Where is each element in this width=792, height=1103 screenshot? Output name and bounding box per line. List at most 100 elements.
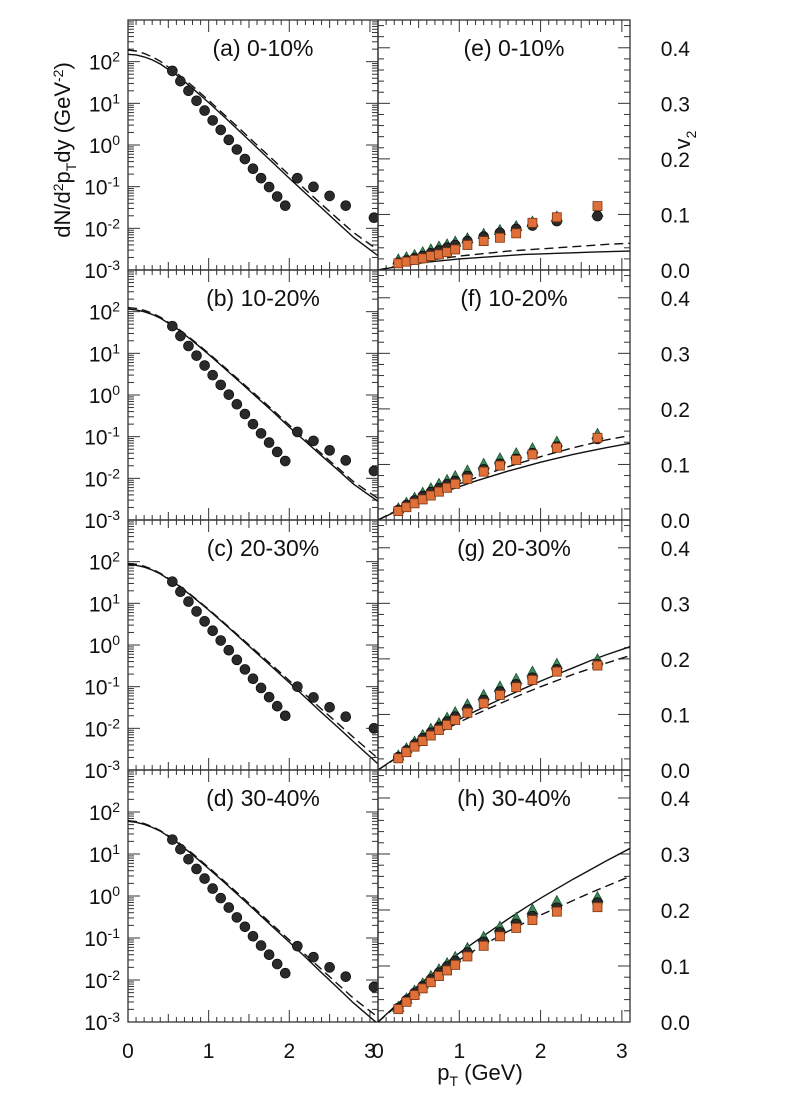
- y-tick-label: 0.4: [661, 288, 691, 311]
- data-point-circle: [207, 625, 218, 637]
- data-point-square: [527, 675, 538, 685]
- data-point-circle: [183, 340, 194, 352]
- y-tick-label: 0.3: [661, 844, 690, 867]
- data-point-circle: [368, 212, 378, 223]
- data-point-circle: [271, 958, 283, 970]
- data-point-circle: [308, 435, 319, 447]
- data-point-square: [511, 682, 522, 693]
- data-point-square: [442, 720, 452, 730]
- data-point-circle: [215, 892, 227, 904]
- data-point-square: [393, 753, 404, 764]
- data-point-square: [462, 240, 473, 250]
- data-point-circle: [368, 465, 378, 477]
- panel-label: (a) 0-10%: [213, 35, 314, 61]
- data-point-square: [527, 915, 538, 925]
- y-tick-label: 102: [89, 799, 120, 825]
- data-point-circle: [247, 418, 259, 430]
- data-point-square: [442, 482, 452, 493]
- curve-solid: [128, 308, 378, 502]
- data-point-circle: [308, 181, 319, 193]
- data-point-circle: [199, 616, 210, 627]
- data-point-square: [495, 232, 505, 243]
- curve-dashed: [128, 49, 378, 251]
- data-point-square: [551, 212, 562, 223]
- data-point-square: [478, 466, 489, 477]
- data-point-circle: [340, 455, 352, 466]
- data-point-circle: [263, 437, 275, 448]
- data-point-circle: [308, 951, 319, 963]
- data-point-square: [434, 249, 444, 260]
- data-point-square: [393, 506, 404, 517]
- panel-frame: [377, 769, 631, 1023]
- x-tick-label: 0: [122, 1040, 134, 1063]
- y-tick-label: 0.0: [661, 260, 690, 283]
- x-tick-label: 3: [364, 1040, 376, 1063]
- data-point-circle: [324, 701, 335, 713]
- y-tick-label: 10-3: [84, 257, 120, 283]
- data-point-circle: [279, 455, 291, 467]
- x-tick-label: 3: [616, 1040, 628, 1063]
- y-tick-label: 0.3: [661, 343, 690, 366]
- x-tick-label: 2: [535, 1040, 547, 1063]
- data-point-circle: [279, 967, 291, 979]
- panel-h: 0.0 0.1 0.2 0.3 0.4 0 1 2 3 (h) 30-40%: [372, 769, 690, 1063]
- data-point-circle: [199, 873, 210, 884]
- data-point-square: [434, 486, 444, 497]
- data-point-circle: [340, 200, 352, 211]
- data-point-circle: [592, 210, 603, 222]
- data-point-square: [401, 747, 412, 758]
- data-point-circle: [340, 971, 352, 982]
- data-point-square: [417, 494, 428, 505]
- data-point-circle: [239, 153, 251, 165]
- data-point-circle: [223, 902, 235, 913]
- y-tick-label: 0.2: [661, 649, 690, 672]
- y-tick-label: 0.2: [661, 900, 690, 923]
- data-point-square: [393, 258, 404, 269]
- data-point-square: [393, 1004, 404, 1015]
- y-tick-label: 101: [89, 590, 120, 616]
- data-point-square: [462, 473, 473, 484]
- data-point-circle: [183, 596, 194, 607]
- data-point-square: [511, 228, 522, 239]
- data-point-circle: [255, 682, 267, 694]
- data-point-circle: [199, 105, 210, 116]
- data-point-circle: [292, 940, 303, 952]
- data-point-square: [401, 996, 412, 1007]
- plot-area: [128, 820, 378, 1022]
- y-tick-label: 0.0: [661, 510, 690, 533]
- curve-dashed: [378, 875, 630, 1022]
- curve-solid: [128, 820, 377, 1022]
- data-point-square: [495, 460, 505, 471]
- y-tick-label: 101: [89, 841, 120, 867]
- data-point-circle: [167, 834, 178, 845]
- data-point-square: [450, 478, 461, 489]
- y-tick-label: 10-3: [84, 1009, 120, 1035]
- data-point-circle: [191, 95, 202, 107]
- data-point-square: [462, 951, 473, 962]
- data-point-square: [434, 725, 444, 735]
- data-point-square: [417, 983, 428, 994]
- x-tick-label: 0: [372, 1040, 384, 1063]
- y-tick-label: 0.3: [661, 93, 690, 116]
- y-tick-label: 0.4: [661, 538, 691, 561]
- data-point-circle: [247, 673, 259, 685]
- y-tick-label: 0.3: [661, 593, 690, 616]
- data-point-square: [450, 715, 461, 725]
- data-point-circle: [247, 930, 259, 942]
- y-tick-label: 102: [89, 49, 120, 75]
- y-tick-label: 10-1: [84, 925, 120, 951]
- data-point-circle: [167, 576, 178, 588]
- panel-a: 10-3 10-2 10-1 100 101 102 (a) 0-10%: [84, 19, 379, 283]
- data-point-circle: [324, 190, 335, 202]
- data-point-circle: [215, 635, 227, 646]
- y-tick-label: 0.1: [661, 704, 690, 727]
- data-point-circle: [263, 949, 275, 961]
- panel-label: (h) 30-40%: [457, 785, 571, 811]
- data-point-circle: [231, 912, 243, 923]
- panel-g: 0.0 0.1 0.2 0.3 0.4 (g) 20-30%: [377, 519, 691, 783]
- data-point-square: [551, 442, 562, 453]
- plot-area: [378, 201, 630, 270]
- y-tick-label: 101: [89, 340, 120, 366]
- data-point-square: [592, 902, 603, 913]
